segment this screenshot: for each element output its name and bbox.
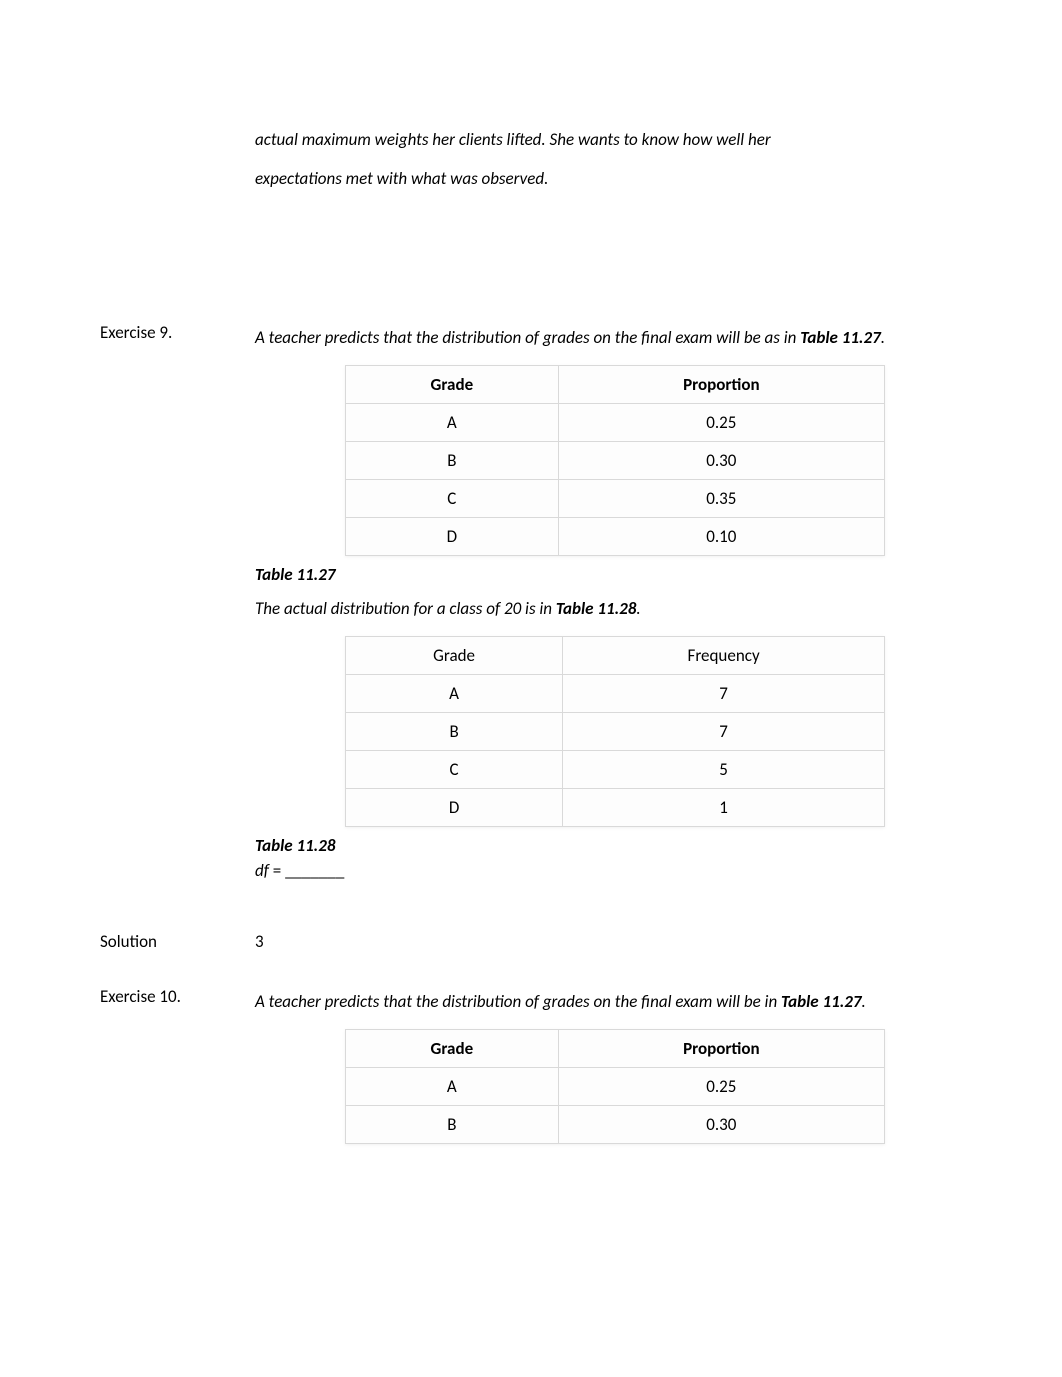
solution-value: 3: [255, 931, 264, 952]
t28-head-grade: Grade: [346, 637, 563, 675]
ex9-period: .: [881, 327, 885, 348]
t27b-r1-val: 0.30: [558, 1106, 884, 1144]
table-row: A 0.25: [346, 404, 885, 442]
exercise-9-row: Exercise 9. A teacher predicts that the …: [100, 318, 962, 911]
t27b-r0-grade: A: [346, 1068, 559, 1106]
t28-r1-grade: B: [346, 713, 563, 751]
top-para-line2: expectations met with what was observed.: [255, 168, 548, 189]
t27-r1-val: 0.30: [558, 442, 884, 480]
df-line: df = _______: [255, 860, 962, 881]
table-row: B 0.30: [346, 1106, 885, 1144]
t28-r0-val: 7: [563, 675, 885, 713]
table-11-27-wrap: Grade Proportion A 0.25 B 0.30: [345, 365, 885, 556]
t27-r1-grade: B: [346, 442, 559, 480]
table-row: A 7: [346, 675, 885, 713]
t27b-r1-grade: B: [346, 1106, 559, 1144]
table-row: A 0.25: [346, 1068, 885, 1106]
t27-head-proportion: Proportion: [558, 366, 884, 404]
ex9-prompt-text: A teacher predicts that the distribution…: [255, 327, 800, 348]
exercise-9-body: A teacher predicts that the distribution…: [255, 318, 962, 911]
table-11-27-caption: Table 11.27: [255, 564, 962, 585]
solution-label: Solution: [100, 931, 255, 952]
t28-head-freq: Frequency: [563, 637, 885, 675]
table-11-28-wrap: Grade Frequency A 7 B 7: [345, 636, 885, 827]
df-symbol: df: [255, 860, 273, 881]
t27-r3-val: 0.10: [558, 518, 884, 556]
ex10-prompt-text: A teacher predicts that the distribution…: [255, 991, 781, 1012]
table-11-28: Grade Frequency A 7 B 7: [345, 636, 885, 827]
page-container: actual maximum weights her clients lifte…: [0, 0, 1062, 1212]
ex9-table-ref: Table 11.27: [800, 327, 880, 348]
t28-r2-grade: C: [346, 751, 563, 789]
t27-r3-grade: D: [346, 518, 559, 556]
t28-r1-val: 7: [563, 713, 885, 751]
exercise-10-label: Exercise 10.: [100, 982, 255, 1007]
df-blank: = _______: [273, 860, 345, 881]
t27b-head-grade: Grade: [346, 1030, 559, 1068]
t27-r0-val: 0.25: [558, 404, 884, 442]
table-row: D 1: [346, 789, 885, 827]
ex9-mid-period: .: [636, 598, 640, 619]
ex9-mid-text: The actual distribution for a class of 2…: [255, 589, 962, 628]
table-11-27b-wrap: Grade Proportion A 0.25 B 0.30: [345, 1029, 885, 1144]
t27-r2-val: 0.35: [558, 480, 884, 518]
t28-r3-grade: D: [346, 789, 563, 827]
t27-head-grade: Grade: [346, 366, 559, 404]
table-row: B 7: [346, 713, 885, 751]
ex9-mid-ref: Table 11.28: [556, 598, 636, 619]
t28-r3-val: 1: [563, 789, 885, 827]
ex10-table-ref: Table 11.27: [781, 991, 861, 1012]
exercise-9-prompt: A teacher predicts that the distribution…: [255, 318, 962, 357]
t27b-r0-val: 0.25: [558, 1068, 884, 1106]
table-row: B 0.30: [346, 442, 885, 480]
t28-r2-val: 5: [563, 751, 885, 789]
ex10-period: .: [862, 991, 866, 1012]
ex9-mid-part1: The actual distribution for a class of 2…: [255, 598, 556, 619]
exercise-10-body: A teacher predicts that the distribution…: [255, 982, 962, 1152]
table-11-28-caption: Table 11.28: [255, 835, 962, 856]
exercise-10-prompt: A teacher predicts that the distribution…: [255, 982, 962, 1021]
solution-row: Solution 3: [100, 931, 962, 952]
table-row: D 0.10: [346, 518, 885, 556]
table-11-27: Grade Proportion A 0.25 B 0.30: [345, 365, 885, 556]
exercise-9-label: Exercise 9.: [100, 318, 255, 343]
t27-r0-grade: A: [346, 404, 559, 442]
table-11-27b: Grade Proportion A 0.25 B 0.30: [345, 1029, 885, 1144]
t27b-head-proportion: Proportion: [558, 1030, 884, 1068]
top-para-line1: actual maximum weights her clients lifte…: [255, 129, 771, 150]
table-row: C 5: [346, 751, 885, 789]
t27-r2-grade: C: [346, 480, 559, 518]
top-paragraph: actual maximum weights her clients lifte…: [255, 120, 962, 198]
exercise-10-row: Exercise 10. A teacher predicts that the…: [100, 982, 962, 1152]
table-row: C 0.35: [346, 480, 885, 518]
t28-r0-grade: A: [346, 675, 563, 713]
